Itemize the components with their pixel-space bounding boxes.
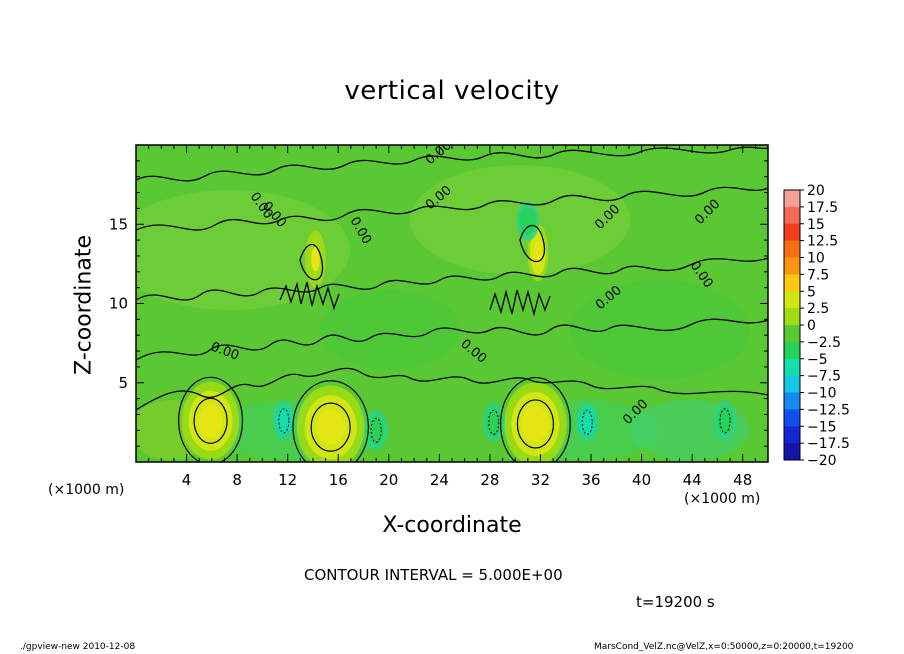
field-shading-0 [136,190,350,310]
time-label: t=19200 s [636,593,715,611]
downdraft-core-6 [579,408,596,437]
x-tick-label-8: 36 [581,471,600,489]
negative-contour-2 [370,417,382,443]
x-tick-label-11: 48 [733,471,752,489]
downdraft-core-9 [485,408,502,437]
halo-contour-2 [500,376,571,462]
colorbar: 2017.51512.5107.552.50−2.5−5−7.5−10−12.5… [783,183,850,469]
y-tick-label-2: 15 [109,215,128,233]
y-tick-label-1: 10 [109,295,128,313]
colorbar-swatch-11 [784,375,800,393]
colorbar-label-6: 5 [807,284,816,300]
x-unit-label-left: (×1000 m) [48,482,125,498]
colorbar-swatch-10 [784,358,800,377]
core-contour-2 [516,399,555,449]
halo-contour-1 [292,380,369,462]
downdraft-core-8 [717,406,734,435]
contour-interval-text: CONTOUR INTERVAL = 5.000E+00 [304,566,563,584]
negative-contour-0 [278,408,290,434]
negative-contour-4 [488,409,500,435]
contour-line-7 [299,243,324,281]
colorbar-label-4: 10 [807,251,825,267]
colorbar-swatch-13 [784,409,800,427]
core-contour-1 [310,402,351,452]
downdraft-core-10 [519,207,536,236]
x-tick-label-1: 8 [232,471,242,489]
colorbar-swatch-0 [784,190,800,208]
colorbar-label-14: −15 [807,419,837,435]
plot-area: 0.000.000.000.000.000.000.000.000.000.00… [109,144,769,489]
x-tick-label-9: 40 [632,471,651,489]
colorbar-label-3: 12.5 [807,234,838,250]
contour-line-6 [489,289,551,317]
colorbar-label-9: −2.5 [807,335,841,351]
contour-line-5 [279,281,340,311]
colorbar-swatch-9 [784,341,800,360]
halo-contour-0 [178,376,244,462]
x-tick-label-3: 16 [329,471,348,489]
colorbar-label-2: 15 [807,217,825,233]
updraft-center-2 [522,406,549,442]
footer-data-source: MarsCond_VelZ.nc@VelZ,x=0:50000,z=0:2000… [594,642,854,652]
x-tick-label-5: 24 [430,471,449,489]
colorbar-label-11: −7.5 [807,369,841,385]
negative-contour-1 [581,409,593,435]
contour-line-2 [136,257,768,301]
colorbar-swatch-4 [784,257,800,275]
colorbar-swatch-15 [784,443,800,461]
y-tick-label-0: 5 [118,374,128,392]
updraft-center-0 [198,404,223,438]
colorbar-label-13: −12.5 [807,402,850,418]
y-axis-label: Z-coordinate [71,235,97,375]
x-tick-label-7: 32 [531,471,550,489]
colorbar-label-15: −17.5 [807,436,850,452]
colorbar-swatch-5 [784,274,800,292]
x-tick-label-0: 4 [182,471,192,489]
downdraft-core-7 [368,416,385,445]
colorbar-swatch-8 [784,325,800,343]
x-tick-label-6: 28 [480,471,499,489]
colorbar-label-10: −5 [807,352,828,368]
x-tick-label-10: 44 [683,471,702,489]
contour-line-8 [519,224,546,263]
colorbar-swatch-12 [784,392,800,410]
field-shading-3 [320,290,460,370]
x-tick-label-2: 12 [278,471,297,489]
colorbar-swatch-7 [784,308,800,326]
colorbar-swatch-3 [784,240,800,258]
contour-line-3 [136,186,768,231]
colorbar-label-8: 0 [807,318,816,334]
negative-contour-3 [719,408,731,434]
colorbar-swatch-6 [784,291,800,309]
contour-line-0 [136,367,768,411]
colorbar-swatch-2 [784,223,800,242]
updraft-center-3 [311,247,320,272]
colorbar-swatch-14 [784,426,800,444]
colorbar-label-7: 2.5 [807,301,829,317]
x-axis-label: X-coordinate [382,513,522,538]
velocity-field [136,165,750,462]
contour-line-4 [136,146,768,182]
contour-line-1 [136,318,768,361]
colorbar-label-0: 20 [807,183,825,199]
colorbar-label-1: 17.5 [807,200,838,216]
downdraft-core-5 [275,406,292,435]
chart-title: vertical velocity [344,76,560,106]
colorbar-label-12: −10 [807,386,837,402]
updraft-center-4 [533,240,543,265]
core-contour-0 [193,397,228,444]
x-tick-label-4: 20 [379,471,398,489]
footer-program-date: ./gpview-new 2010-12-08 [20,642,136,652]
updraft-center-1 [316,409,345,445]
colorbar-label-16: −20 [807,453,837,469]
colorbar-label-5: 7.5 [807,267,829,283]
x-unit-label-right: (×1000 m) [684,491,761,507]
colorbar-swatch-1 [784,206,800,225]
